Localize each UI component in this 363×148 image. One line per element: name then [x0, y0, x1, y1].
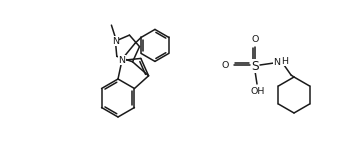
Text: N: N: [273, 58, 281, 66]
Text: H: H: [281, 57, 289, 66]
Text: N: N: [118, 56, 126, 65]
Text: N: N: [112, 37, 119, 46]
Text: O: O: [251, 34, 259, 44]
Text: O: O: [221, 61, 229, 70]
Text: S: S: [251, 59, 259, 73]
Text: OH: OH: [251, 87, 265, 96]
